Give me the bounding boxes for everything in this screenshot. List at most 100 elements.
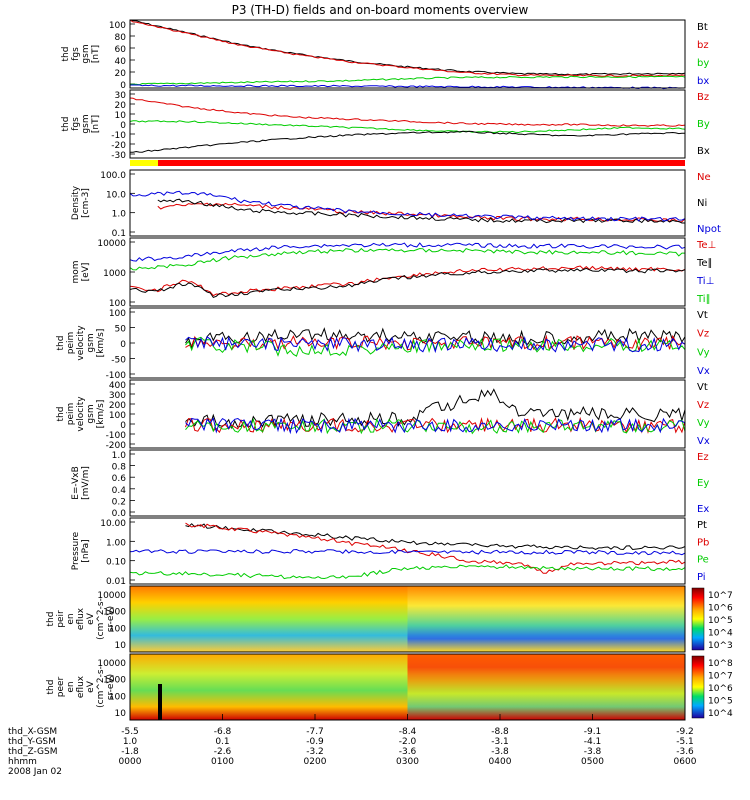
legend-entry: Bx <box>697 146 710 157</box>
y-axis-label-line: [km/s] <box>96 329 106 358</box>
y-tick-label: -20 <box>111 141 126 151</box>
series-line-Ti⊥ <box>129 242 686 262</box>
y-tick-label: 1.0 <box>112 210 127 220</box>
x-row-label: thd_Y-GSM <box>8 737 56 747</box>
colorbar-tick-label: 10^5 <box>708 697 733 707</box>
y-tick-label: 0.8 <box>112 463 127 473</box>
y-axis-label-line: [cm-3] <box>81 188 91 218</box>
y-axis-label-line: E=-VxB <box>71 466 81 500</box>
y-axis-label-line: [nPa] <box>81 539 91 562</box>
series-line-Vz <box>185 416 686 434</box>
y-tick-label: 100 <box>109 692 126 702</box>
panel-p8: 10.00 1.00 0.10 0.01 Pressure [nPa] Pt Pb Pe Pi <box>71 517 709 587</box>
panel-p3: 100.0 10.0 1.0 0.1 Density [cm-3] Ne Ni Npot <box>71 169 721 239</box>
y-tick-label: -200 <box>106 441 127 451</box>
y-tick-label: 20 <box>115 101 127 111</box>
legend-entry: Pi <box>697 572 706 583</box>
y-axis-label: thd peir en eflux eV (cm^2-s-sr-eV) <box>46 598 116 640</box>
y-tick-label: -100 <box>106 431 127 441</box>
legend-entry: Pe <box>697 555 709 566</box>
x-tick-label: -9.2 <box>676 727 694 737</box>
y-axis-label: Pressure [nPa] <box>71 531 91 570</box>
y-axis-label-line: peer <box>56 676 66 697</box>
series-line-Vy <box>185 336 686 357</box>
y-axis-label-line: thd <box>46 680 56 695</box>
legend-entry: Vz <box>697 329 709 340</box>
y-axis-label: mom [eV] <box>71 260 91 283</box>
legend-entry: By <box>697 119 710 130</box>
y-axis-label-line: sr-eV) <box>106 674 116 700</box>
y-tick-label: -10 <box>111 131 126 141</box>
series-line-Vt <box>185 388 686 430</box>
y-axis-label-line: gsm <box>86 333 96 352</box>
y-tick-label: 0 <box>120 81 126 91</box>
x-row-label: thd_X-GSM <box>8 727 57 737</box>
x-tick-label: -3.8 <box>491 747 509 757</box>
x-tick-label: -6.8 <box>214 727 232 737</box>
y-axis-label-line: mom <box>71 260 81 283</box>
y-axis-label-line: thd <box>56 336 66 351</box>
y-tick-label: 100 <box>109 624 126 634</box>
y-tick-label: 10000 <box>97 591 126 601</box>
y-tick-label: 10000 <box>97 659 126 669</box>
y-axis-label-line: [km/s] <box>96 400 106 429</box>
quality-flag-bar <box>130 160 685 166</box>
x-tick-label: -9.1 <box>584 727 602 737</box>
y-axis-label-line: peir <box>56 610 66 628</box>
y-tick-label: 0 <box>120 421 126 431</box>
y-axis-label-line: gsm <box>81 114 91 133</box>
y-tick-label: 40 <box>115 57 127 67</box>
y-axis-label-line: velocity <box>76 396 86 432</box>
series-line-Vx <box>185 417 686 435</box>
y-axis-label-line: sr-eV) <box>106 606 116 632</box>
y-tick-label: 1000 <box>103 269 126 279</box>
plot-frame <box>129 19 686 89</box>
y-axis-label-line: [nT] <box>91 45 101 63</box>
plot-frame <box>129 307 686 379</box>
x-tick-label: -3.6 <box>676 747 694 757</box>
y-tick-label: 100 <box>109 21 126 31</box>
legend-entry: Vx <box>697 436 710 447</box>
y-tick-label: 10000 <box>97 239 126 249</box>
y-tick-label: 100 <box>109 299 126 309</box>
y-axis-label: thd peim velocity gsm [km/s] <box>56 396 106 432</box>
legend-entry: Vy <box>697 347 710 358</box>
y-axis-label: thd fgs gsm [nT] <box>61 44 101 63</box>
colorbar-tick-label: 10^8 <box>708 659 733 669</box>
legend-entry: Ti∥ <box>696 294 711 305</box>
y-tick-label: 60 <box>115 45 127 55</box>
x-row-label: thd_Z-GSM <box>8 747 57 757</box>
y-axis-label-line: thd <box>56 407 66 422</box>
plot-frame <box>129 169 686 237</box>
y-tick-label: 0.6 <box>112 474 127 484</box>
y-tick-label: 80 <box>115 33 127 43</box>
legend-entry: Vt <box>697 382 708 393</box>
panel-p1: 100 80 60 40 20 0 thd fgs gsm [nT] Bt bz by bx <box>61 19 709 91</box>
colorbar-tick-label: 10^6 <box>708 604 733 614</box>
x-tick-label: -7.7 <box>306 727 324 737</box>
y-axis-label: Density [cm-3] <box>71 185 91 220</box>
x-tick-label: 0000 <box>119 757 142 767</box>
series-line-Pb <box>185 522 686 574</box>
legend-entry: Ti⊥ <box>696 276 714 287</box>
legend-entry: Bz <box>697 92 709 103</box>
y-axis-label-line: Pressure <box>71 531 81 570</box>
x-tick-label: 0200 <box>304 757 327 767</box>
y-axis-label-line: (cm^2-s- <box>96 598 106 640</box>
x-tick-label: -3.6 <box>399 747 417 757</box>
legend-entry: Te∥ <box>696 258 713 269</box>
x-tick-label: -4.1 <box>584 737 602 747</box>
y-tick-label: 0.1 <box>112 229 126 239</box>
series-line-bz <box>129 19 686 77</box>
x-tick-label: -3.8 <box>584 747 602 757</box>
x-tick-label: 0600 <box>674 757 697 767</box>
legend-entry: Bt <box>697 22 708 33</box>
y-axis-label-line: thd <box>46 612 56 627</box>
x-tick-label: -8.8 <box>491 727 509 737</box>
y-tick-label: 1000 <box>103 676 126 686</box>
colorbar-tick-label: 10^4 <box>708 629 733 639</box>
x-tick-label: 1.0 <box>123 737 138 747</box>
